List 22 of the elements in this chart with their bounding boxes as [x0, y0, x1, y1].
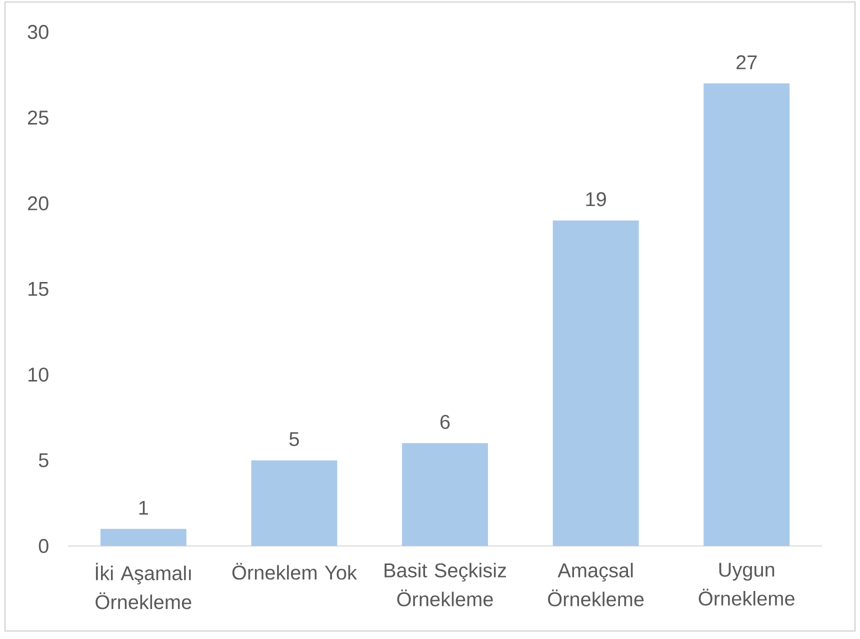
bar — [251, 460, 338, 546]
y-tick-label: 10 — [28, 368, 48, 382]
data-label: 1 — [139, 500, 148, 515]
x-tick-label: Uygun Örnekleme — [698, 562, 794, 606]
bar — [552, 220, 639, 546]
y-tick-label: 20 — [28, 196, 48, 210]
y-tick-label: 30 — [28, 24, 48, 40]
data-label: 6 — [440, 414, 450, 429]
y-tick-label: 0 — [38, 538, 48, 554]
x-tick-label: Basit Seçkisiz Örnekleme — [384, 562, 506, 606]
data-label: 19 — [586, 192, 606, 206]
data-label: 27 — [736, 55, 757, 70]
x-tick-label: Örneklem Yok — [232, 562, 357, 580]
bar — [704, 83, 790, 546]
y-tick-label: 5 — [38, 453, 48, 468]
data-label: 5 — [289, 432, 299, 446]
y-tick-label: 25 — [28, 110, 48, 125]
y-tick-label: 15 — [28, 282, 48, 296]
bar — [100, 528, 186, 546]
x-tick-label: Amaçsal Örnekleme — [548, 562, 644, 606]
x-tick-label: İki Aşamalı Örnekleme — [96, 562, 192, 610]
bar — [402, 443, 488, 546]
